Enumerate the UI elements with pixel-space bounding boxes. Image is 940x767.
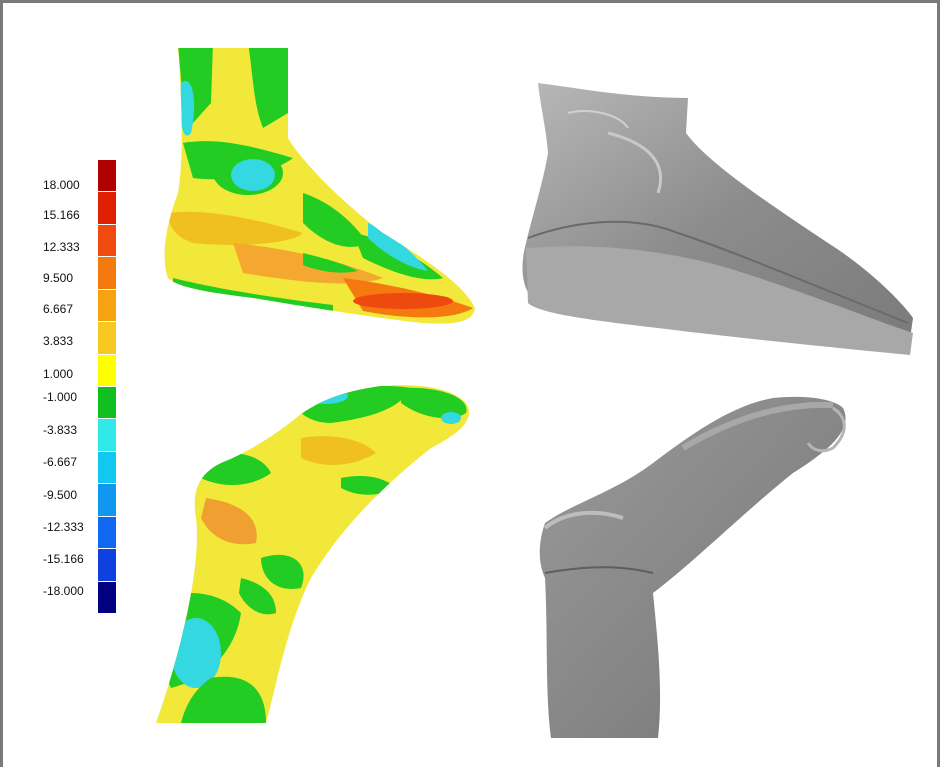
legend-swatch	[98, 581, 116, 614]
legend-swatch	[98, 160, 116, 193]
legend-label: -6.667	[43, 455, 78, 469]
color-legend-bar	[98, 160, 116, 614]
scan-lateral	[522, 83, 913, 355]
legend-label: -1.000	[43, 390, 78, 404]
legend-swatch	[98, 192, 116, 225]
legend-label: -9.500	[43, 488, 78, 502]
legend-label: -3.833	[43, 423, 78, 437]
legend-label: 12.333	[43, 240, 80, 254]
legend-label: -15.166	[43, 552, 84, 566]
legend-swatch	[98, 354, 116, 387]
deviation-map-top	[156, 385, 470, 723]
legend-swatch	[98, 257, 116, 290]
legend-swatch	[98, 289, 116, 323]
legend-swatch	[98, 322, 116, 355]
deviation-map-lateral	[164, 48, 475, 324]
legend-label: 18.000	[43, 178, 80, 192]
scan-top	[539, 396, 846, 738]
legend-label: 3.833	[43, 334, 74, 348]
legend-label: 6.667	[43, 302, 74, 316]
legend-swatch	[98, 516, 116, 550]
legend-label: -18.000	[43, 584, 84, 598]
legend-swatch	[98, 451, 116, 485]
legend-swatch	[98, 549, 116, 582]
legend-swatch	[98, 387, 116, 420]
legend-swatch	[98, 224, 116, 258]
legend-label: 15.166	[43, 208, 80, 222]
legend-label: -12.333	[43, 520, 84, 534]
legend-label: 9.500	[43, 271, 74, 285]
legend-swatch	[98, 419, 116, 452]
legend-swatch	[98, 484, 116, 517]
legend-label: 1.000	[43, 367, 74, 381]
